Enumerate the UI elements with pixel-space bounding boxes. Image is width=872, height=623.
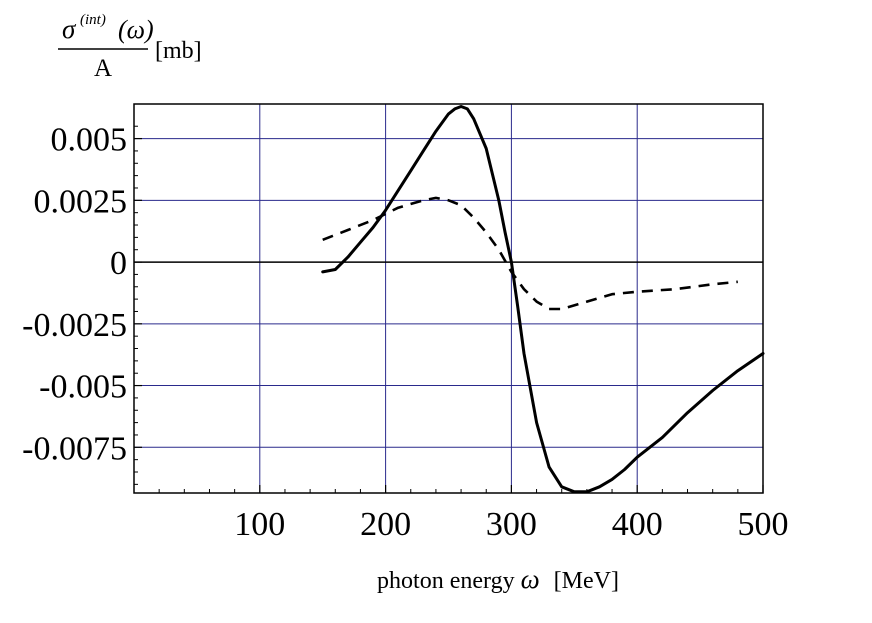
series-solid-line	[321, 105, 765, 494]
y-tick-label-1: 0.0025	[34, 183, 128, 220]
grid	[134, 104, 763, 493]
series-dashed-line	[322, 196, 738, 311]
y-label-superscript: (int)	[80, 12, 106, 28]
y-label-denominator: A	[94, 55, 112, 82]
y-label-argument: (ω)	[118, 15, 154, 44]
x-tick-label-500: 500	[738, 506, 789, 543]
x-tick-label-300: 300	[486, 506, 537, 543]
y-tick-labels: 0.005 0.0025 0 -0.0025 -0.005 -0.0075	[22, 122, 127, 468]
x-tick-labels: 100 200 300 400 500	[234, 506, 788, 543]
y-tick-label-5: -0.0075	[22, 430, 127, 467]
ticks-group	[134, 125, 764, 493]
x-tick-label-200: 200	[360, 506, 411, 543]
x-tick-label-100: 100	[234, 506, 285, 543]
y-label-unit: [mb]	[155, 38, 202, 64]
x-label-prefix: photon energy	[377, 568, 521, 594]
x-label-unit: [MeV]	[554, 568, 619, 594]
y-axis-label: σ (int) (ω) A [mb]	[58, 12, 202, 82]
y-tick-label-3: -0.0025	[22, 307, 127, 344]
x-axis-label: photon energy ω [MeV]	[377, 564, 619, 594]
y-tick-label-0: 0.005	[51, 122, 128, 159]
x-tick-label-400: 400	[612, 506, 663, 543]
y-label-symbol: σ	[62, 14, 77, 44]
series-group	[321, 105, 765, 494]
plot-frame	[133, 103, 764, 494]
x-label-symbol: ω	[521, 564, 540, 594]
y-tick-label-2: 0	[110, 245, 127, 282]
y-tick-label-4: -0.005	[39, 369, 127, 406]
